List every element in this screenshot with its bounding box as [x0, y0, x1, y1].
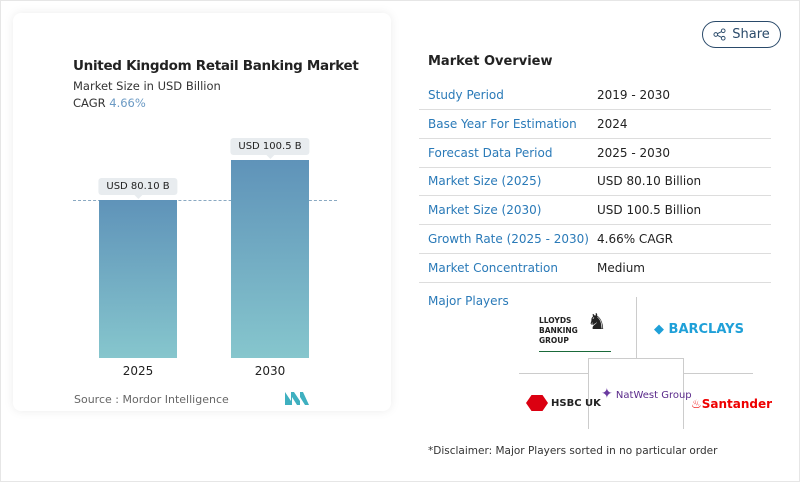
x-tick-label: 2025 [122, 364, 154, 378]
overview-row: Market Concentration Medium [419, 254, 771, 283]
row-label: Market Concentration [428, 260, 558, 275]
divider [636, 297, 637, 358]
row-value: 4.66% CAGR [597, 232, 673, 246]
bar-2025 [99, 200, 177, 358]
overview-row: Forecast Data Period 2025 - 2030 [419, 139, 771, 168]
row-value: 2019 - 2030 [597, 88, 671, 102]
source: Source : Mordor Intelligence [74, 393, 229, 406]
overview-title: Market Overview [428, 54, 553, 69]
row-value: USD 80.10 Billion [597, 174, 702, 189]
chart-subtitle: Market Size in USD Billion [73, 79, 221, 93]
reference-line [73, 200, 337, 201]
lloyds-logo: LLOYDS BANKING GROUP ♞ [539, 312, 611, 352]
cagr: CAGR 4.66% [73, 96, 146, 110]
overview-row: Growth Rate (2025 - 2030) 4.66% CAGR [419, 225, 771, 254]
disclaimer: *Disclaimer: Major Players sorted in no … [428, 445, 718, 457]
overview-row: Market Size (2030) USD 100.5 Billion [419, 196, 771, 226]
natwest-box [588, 358, 684, 429]
data-label: USD 100.5 B [230, 138, 310, 159]
row-label: Market Size (2030) [428, 203, 542, 218]
chart-title: United Kingdom Retail Banking Market [73, 58, 359, 74]
share-label: Share [732, 27, 770, 42]
row-value: USD 100.5 Billion [597, 203, 702, 218]
row-label: Forecast Data Period [428, 145, 553, 160]
natwest-logo: ✦ NatWest Group [601, 386, 692, 402]
barclays-logo: ◆ BARCLAYS [654, 322, 744, 337]
share-button[interactable]: Share [702, 21, 781, 48]
row-label: Study Period [428, 88, 504, 102]
row-value: Medium [597, 260, 645, 275]
cagr-value: 4.66% [109, 96, 146, 110]
x-tick-label: 2030 [254, 364, 286, 378]
row-label: Growth Rate (2025 - 2030) [428, 232, 589, 246]
row-value: 2024 [597, 116, 628, 131]
cagr-label: CAGR [73, 96, 106, 110]
row-label: Market Size (2025) [428, 174, 542, 189]
row-value: 2025 - 2030 [597, 145, 671, 160]
mordor-logo-icon [285, 392, 309, 405]
row-label: Base Year For Estimation [428, 116, 577, 131]
hsbc-logo: HSBC UK [526, 395, 601, 411]
share-icon [713, 28, 726, 41]
major-players-title: Major Players [428, 294, 509, 308]
data-label: USD 80.10 B [98, 178, 178, 200]
overview-row: Study Period 2019 - 2030 [419, 81, 771, 110]
overview-row: Market Size (2025) USD 80.10 Billion [419, 167, 771, 197]
bar-2030 [231, 160, 309, 358]
santander-logo: ♨Santander [691, 397, 773, 411]
chart-card [13, 13, 391, 411]
overview-row: Base Year For Estimation 2024 [419, 110, 771, 139]
